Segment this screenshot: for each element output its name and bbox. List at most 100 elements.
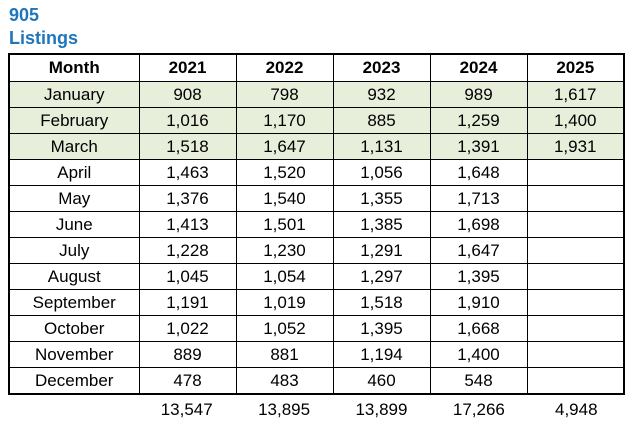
table-row: January 908 798 932 989 1,617 — [8, 81, 625, 108]
value-cell: 1,647 — [235, 133, 334, 160]
value-cell — [526, 237, 625, 264]
value-cell: 1,910 — [429, 289, 528, 316]
header-cell-year: 2021 — [138, 53, 237, 82]
value-cell: 1,648 — [429, 159, 528, 186]
page-title: 905 Listings — [9, 4, 629, 50]
value-cell: 1,668 — [429, 315, 528, 342]
listings-table: Month 2021 2022 2023 2024 2025 January 908 798 9… — [8, 53, 625, 395]
value-cell: 908 — [138, 81, 237, 108]
value-cell: 1,501 — [235, 211, 334, 238]
total-cell: 13,899 — [355, 400, 408, 419]
value-cell: 881 — [235, 341, 334, 368]
month-cell: February — [8, 107, 140, 134]
value-cell — [526, 289, 625, 316]
value-cell: 1,376 — [138, 185, 237, 212]
value-cell — [526, 263, 625, 290]
page-title-listings: Listings — [9, 28, 79, 48]
value-cell: 1,045 — [138, 263, 237, 290]
month-cell: January — [8, 81, 140, 108]
value-cell: 1,400 — [526, 107, 625, 134]
month-cell: June — [8, 211, 140, 238]
value-cell: 483 — [235, 367, 334, 395]
value-cell — [526, 315, 625, 342]
value-cell: 798 — [235, 81, 334, 108]
header-cell-year: 2024 — [429, 53, 528, 82]
table-row: February 1,016 1,170 885 1,259 1,400 — [8, 107, 625, 134]
table-row: November 889 881 1,194 1,400 — [8, 341, 625, 368]
value-cell: 478 — [138, 367, 237, 395]
totals-spacer-cell — [8, 395, 138, 423]
month-cell: April — [8, 159, 140, 186]
value-cell: 1,170 — [235, 107, 334, 134]
totals-table: 13,547 13,895 13,899 17,266 4,948 — [8, 395, 625, 423]
value-cell: 1,056 — [332, 159, 431, 186]
value-cell: 885 — [332, 107, 431, 134]
value-cell: 1,647 — [429, 237, 528, 264]
month-cell: November — [8, 341, 140, 368]
month-cell: July — [8, 237, 140, 264]
month-cell: March — [8, 133, 140, 160]
value-cell: 1,052 — [235, 315, 334, 342]
value-cell: 1,395 — [332, 315, 431, 342]
month-cell: September — [8, 289, 140, 316]
header-cell-month: Month — [8, 53, 140, 82]
value-cell: 1,194 — [332, 341, 431, 368]
totals-row: 13,547 13,895 13,899 17,266 4,948 — [8, 395, 625, 423]
total-cell: 13,547 — [160, 400, 213, 419]
value-cell: 1,617 — [526, 81, 625, 108]
total-cell: 4,948 — [555, 400, 598, 419]
value-cell: 1,019 — [235, 289, 334, 316]
value-cell: 1,054 — [235, 263, 334, 290]
value-cell: 1,016 — [138, 107, 237, 134]
value-cell: 1,022 — [138, 315, 237, 342]
month-cell: December — [8, 367, 140, 395]
table-row: March 1,518 1,647 1,131 1,391 1,931 — [8, 133, 625, 160]
table-row: April 1,463 1,520 1,056 1,648 — [8, 159, 625, 186]
total-cell: 13,895 — [258, 400, 311, 419]
value-cell: 1,131 — [332, 133, 431, 160]
value-cell: 1,400 — [429, 341, 528, 368]
value-cell: 1,463 — [138, 159, 237, 186]
value-cell: 1,230 — [235, 237, 334, 264]
header-cell-year: 2023 — [332, 53, 431, 82]
value-cell: 1,698 — [429, 211, 528, 238]
value-cell: 932 — [332, 81, 431, 108]
page-title-number: 905 — [9, 5, 40, 25]
header-cell-year: 2025 — [526, 53, 625, 82]
value-cell: 1,355 — [332, 185, 431, 212]
value-cell: 1,540 — [235, 185, 334, 212]
value-cell — [526, 159, 625, 186]
month-cell: May — [8, 185, 140, 212]
value-cell: 460 — [332, 367, 431, 395]
value-cell: 1,291 — [332, 237, 431, 264]
value-cell: 1,259 — [429, 107, 528, 134]
table-row: June 1,413 1,501 1,385 1,698 — [8, 211, 625, 238]
value-cell — [526, 211, 625, 238]
value-cell: 1,520 — [235, 159, 334, 186]
total-cell: 17,266 — [452, 400, 505, 419]
value-cell: 889 — [138, 341, 237, 368]
header-row: Month 2021 2022 2023 2024 2025 — [8, 53, 625, 82]
table-row: August 1,045 1,054 1,297 1,395 — [8, 263, 625, 290]
table-row: September 1,191 1,019 1,518 1,910 — [8, 289, 625, 316]
value-cell: 548 — [429, 367, 528, 395]
value-cell: 1,713 — [429, 185, 528, 212]
month-cell: October — [8, 315, 140, 342]
value-cell: 1,191 — [138, 289, 237, 316]
value-cell: 1,228 — [138, 237, 237, 264]
value-cell: 1,518 — [332, 289, 431, 316]
value-cell: 1,297 — [332, 263, 431, 290]
table-row: July 1,228 1,230 1,291 1,647 — [8, 237, 625, 264]
value-cell: 989 — [429, 81, 528, 108]
value-cell — [526, 341, 625, 368]
header-cell-year: 2022 — [235, 53, 334, 82]
value-cell: 1,931 — [526, 133, 625, 160]
table-row: December 478 483 460 548 — [8, 367, 625, 395]
value-cell: 1,395 — [429, 263, 528, 290]
value-cell: 1,518 — [138, 133, 237, 160]
value-cell: 1,391 — [429, 133, 528, 160]
value-cell — [526, 185, 625, 212]
value-cell — [526, 367, 625, 395]
table-row: October 1,022 1,052 1,395 1,668 — [8, 315, 625, 342]
value-cell: 1,413 — [138, 211, 237, 238]
